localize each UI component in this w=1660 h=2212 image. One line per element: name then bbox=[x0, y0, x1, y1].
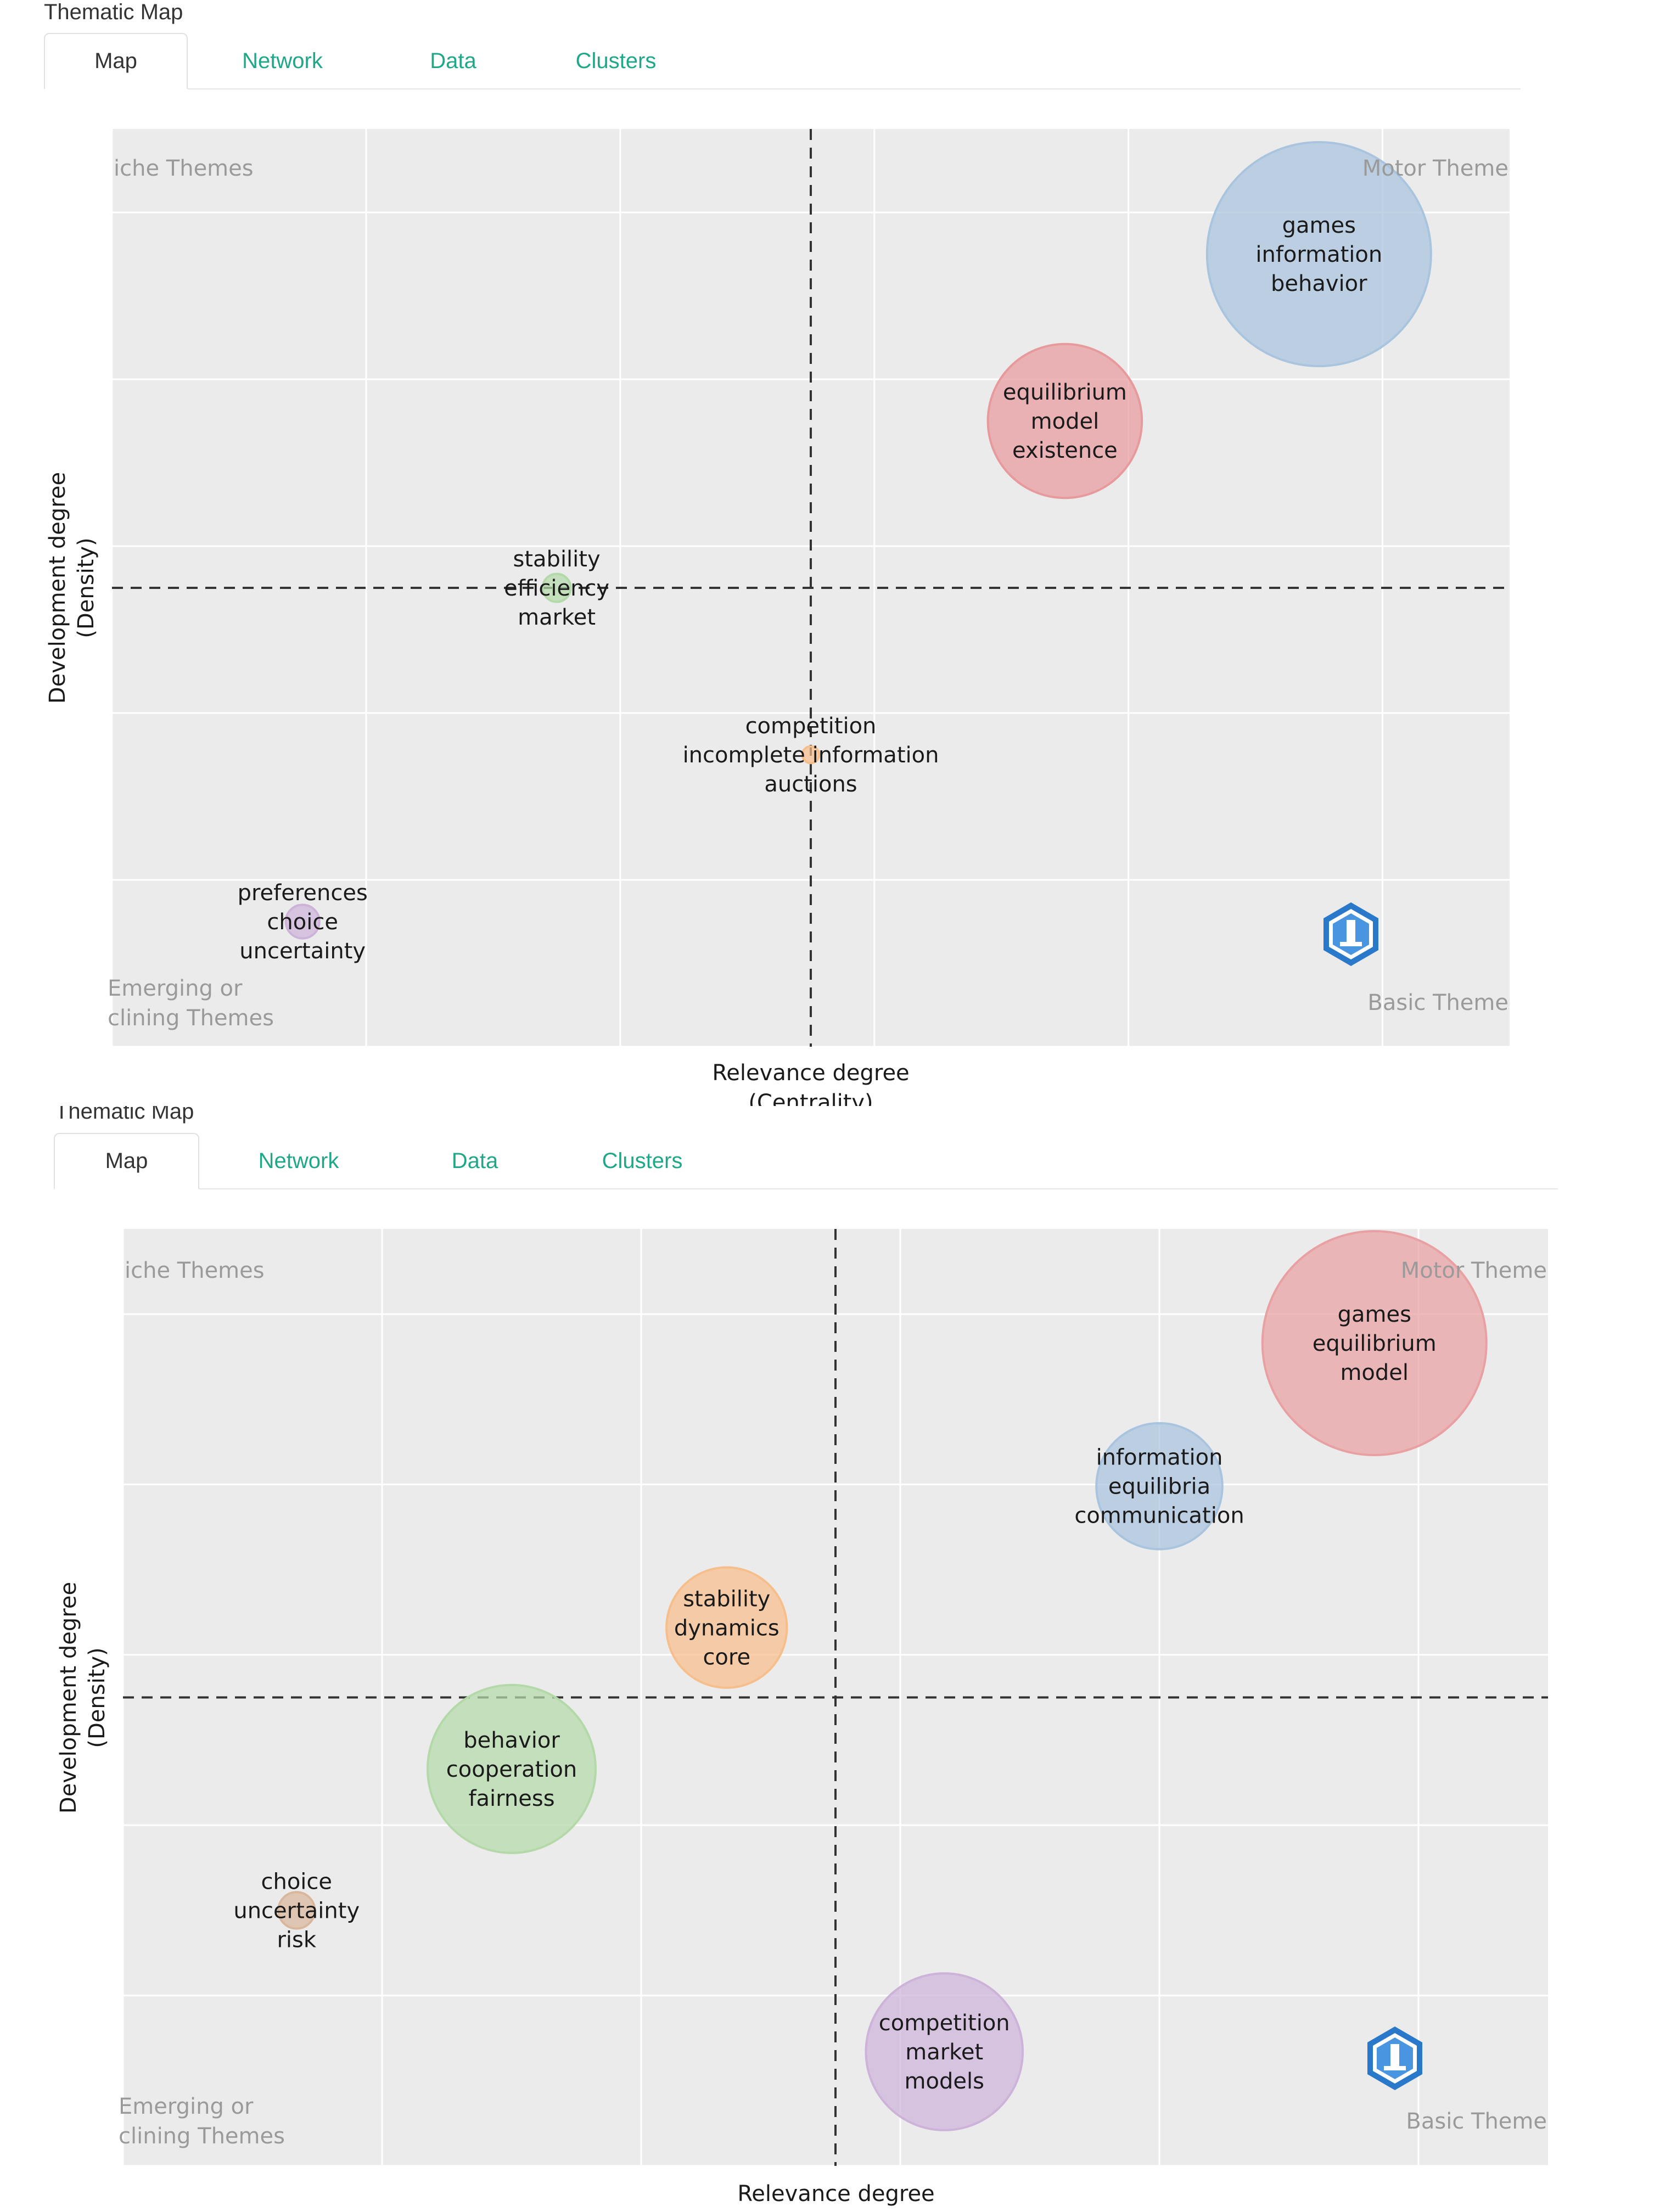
theme-label-line: equilibrium bbox=[1313, 1331, 1437, 1356]
watermark-logo bbox=[1323, 902, 1378, 966]
quadrant-label-niche: iche Themes bbox=[114, 156, 254, 181]
theme-label: competition market models bbox=[879, 2011, 1010, 2094]
theme-label-line: auctions bbox=[764, 772, 857, 797]
theme-label-line: existence bbox=[1012, 438, 1118, 463]
quadrant-divider-lines bbox=[112, 129, 1510, 1047]
theme-label-line: stability bbox=[513, 547, 601, 572]
theme-label-line: behavior bbox=[1271, 271, 1367, 296]
theme-bubble[interactable] bbox=[284, 903, 321, 940]
quadrant-label-motor: Motor Theme bbox=[1362, 156, 1508, 181]
y-axis-label-line2: (Density) bbox=[85, 1647, 110, 1748]
quadrant-label-emerging-line1: Emerging or bbox=[119, 2094, 254, 2119]
quadrant-label-emerging-line2: clining Themes bbox=[108, 1006, 274, 1031]
theme-bubble[interactable] bbox=[277, 1891, 316, 1930]
thematic-map-chart-2: games equilibrium model information equilibr… bbox=[56, 1229, 1548, 2207]
theme-label-line: preferences bbox=[238, 880, 368, 906]
theme-label: competition incomplete information auction… bbox=[683, 714, 939, 797]
panel-title: Thematic Map bbox=[55, 1106, 194, 1124]
thematic-map-panel-1: Thematic Map Map Network Data Clusters g… bbox=[44, 0, 1521, 1106]
tab-underline bbox=[44, 88, 1521, 89]
theme-label: information equilibria communication bbox=[1074, 1445, 1244, 1529]
theme-label-line: fairness bbox=[468, 1786, 554, 1811]
theme-labels: games information behavior equilibrium model… bbox=[238, 213, 1383, 964]
theme-labels: games equilibrium model information equilibr… bbox=[233, 1302, 1436, 2094]
theme-label: behavior cooperation fairness bbox=[446, 1728, 577, 1811]
theme-label: preferences choice uncertainty bbox=[238, 880, 368, 964]
tab-clusters[interactable]: Clusters bbox=[575, 49, 657, 73]
theme-label-line: competition bbox=[745, 714, 877, 739]
theme-label: games equilibrium model bbox=[1313, 1302, 1437, 1385]
theme-bubble[interactable] bbox=[801, 745, 821, 765]
quadrant-label-niche: iche Themes bbox=[125, 1258, 265, 1283]
tab-map[interactable]: Map bbox=[44, 33, 188, 89]
theme-label: stability dynamics core bbox=[674, 1586, 779, 1670]
theme-label-line: communication bbox=[1074, 1503, 1244, 1529]
quadrant-label-motor: Motor Theme bbox=[1401, 1258, 1547, 1283]
theme-label-line: competition bbox=[879, 2011, 1010, 2036]
tab-data[interactable]: Data bbox=[430, 49, 476, 73]
theme-label-line: stability bbox=[683, 1586, 770, 1612]
theme-label: games information behavior bbox=[1255, 213, 1382, 296]
x-axis-label: Relevance degree bbox=[737, 2181, 934, 2207]
theme-bubbles bbox=[284, 141, 1432, 940]
theme-label: equilibrium model existence bbox=[1003, 380, 1127, 463]
tab-data[interactable]: Data bbox=[451, 1149, 498, 1173]
theme-label-line: market bbox=[518, 605, 596, 630]
theme-bubble[interactable] bbox=[1095, 1422, 1224, 1551]
theme-bubble[interactable] bbox=[1261, 1229, 1488, 1456]
theme-label-line: equilibria bbox=[1108, 1474, 1210, 1500]
theme-bubble[interactable] bbox=[665, 1566, 788, 1689]
theme-bubble[interactable] bbox=[865, 1972, 1024, 2131]
tab-clusters[interactable]: Clusters bbox=[602, 1149, 683, 1173]
theme-label-line: games bbox=[1282, 213, 1356, 238]
y-axis-label: Development degree bbox=[45, 472, 70, 704]
theme-label-line: market bbox=[905, 2040, 983, 2065]
thematic-map-panel-2: Thematic Map Map Network Data Clusters g… bbox=[0, 1106, 1660, 2212]
thematic-map-chart-1: games information behavior equilibrium model… bbox=[45, 129, 1510, 1106]
theme-label-line: model bbox=[1031, 409, 1100, 434]
theme-label-line: efficiency bbox=[504, 576, 609, 601]
theme-label-line: information bbox=[1255, 242, 1382, 267]
quadrant-label-emerging-line1: Emerging or bbox=[108, 976, 243, 1001]
tab-map[interactable]: Map bbox=[54, 1133, 199, 1189]
tab-network[interactable]: Network bbox=[242, 49, 323, 73]
theme-label-line: uncertainty bbox=[239, 939, 366, 964]
panel-title: Thematic Map bbox=[44, 0, 183, 24]
theme-label-line: information bbox=[1096, 1445, 1223, 1470]
tab-bar: Map Network Data Clusters bbox=[44, 32, 703, 89]
tab-underline bbox=[54, 1188, 1558, 1189]
theme-label-line: choice bbox=[267, 909, 338, 935]
tab-bar: Map Network Data Clusters bbox=[54, 1132, 733, 1189]
theme-label-line: core bbox=[703, 1644, 750, 1670]
x-axis-label: Relevance degree bbox=[712, 1060, 909, 1086]
quadrant-divider-lines bbox=[123, 1229, 1548, 2166]
theme-label-line: models bbox=[905, 2069, 984, 2094]
theme-bubbles bbox=[277, 1229, 1488, 2131]
theme-bubble[interactable] bbox=[541, 572, 572, 603]
theme-label-line: choice bbox=[261, 1869, 332, 1894]
theme-bubble[interactable] bbox=[1205, 141, 1432, 367]
theme-label: stability efficiency market bbox=[504, 547, 609, 630]
theme-bubble[interactable] bbox=[986, 343, 1143, 499]
quadrant-label-basic: Basic Theme bbox=[1406, 2109, 1547, 2134]
theme-label-line: equilibrium bbox=[1003, 380, 1127, 405]
theme-label-line: model bbox=[1340, 1360, 1409, 1385]
tab-network[interactable]: Network bbox=[258, 1149, 339, 1173]
theme-label-line: risk bbox=[277, 1927, 316, 1952]
theme-label: choice uncertainty risk bbox=[233, 1869, 360, 1952]
y-axis-label-line2: (Density) bbox=[74, 537, 99, 638]
watermark-logo bbox=[1367, 2026, 1422, 2090]
quadrant-label-basic: Basic Theme bbox=[1367, 990, 1508, 1015]
theme-label-line: uncertainty bbox=[233, 1898, 360, 1923]
quadrant-label-emerging-line2: clining Themes bbox=[119, 2124, 285, 2149]
theme-bubble[interactable] bbox=[427, 1683, 597, 1854]
x-axis-label-line2: (Centrality) bbox=[748, 1090, 873, 1106]
theme-label-line: incomplete information bbox=[683, 743, 939, 768]
theme-label-line: behavior bbox=[463, 1728, 560, 1753]
theme-label-line: cooperation bbox=[446, 1757, 577, 1782]
theme-label-line: dynamics bbox=[674, 1615, 779, 1641]
y-axis-label: Development degree bbox=[56, 1582, 81, 1814]
theme-label-line: games bbox=[1338, 1302, 1411, 1327]
